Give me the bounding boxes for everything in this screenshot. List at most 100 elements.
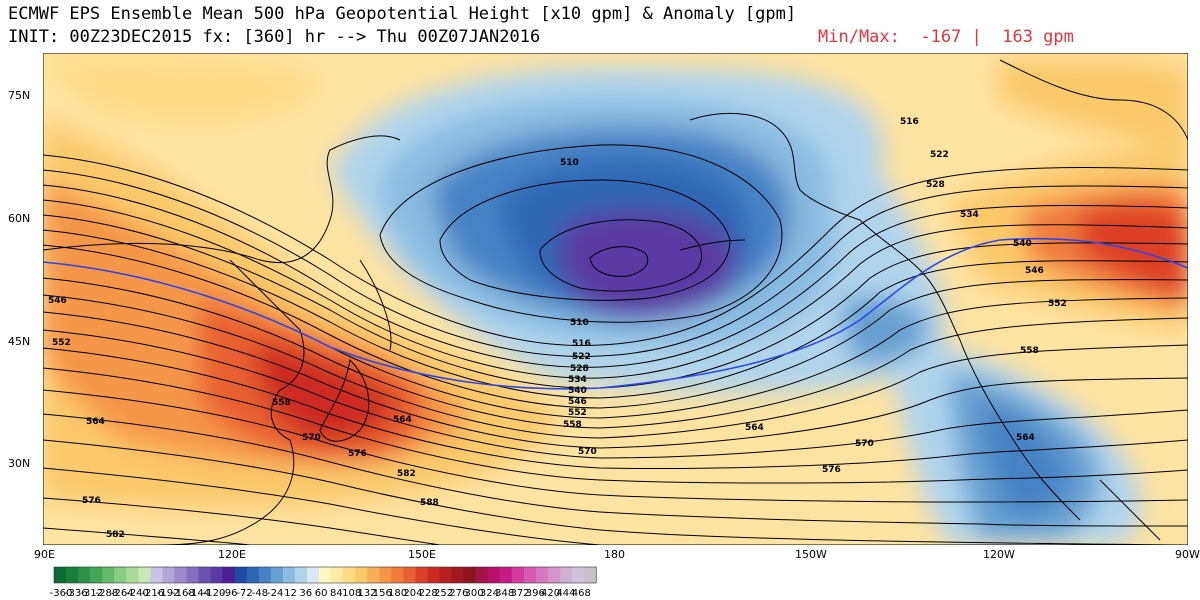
colorbar-tick-label: 156 bbox=[373, 588, 392, 599]
contour-label: 558 bbox=[272, 398, 291, 408]
colorbar-swatch bbox=[102, 567, 115, 583]
colorbar-swatch bbox=[415, 567, 428, 583]
contour-label: 564 bbox=[393, 415, 412, 425]
colorbar-tick-label: 36 bbox=[299, 588, 312, 599]
lon-label: 120W bbox=[983, 548, 1015, 561]
colorbar-swatch bbox=[536, 567, 549, 583]
contour-label: 528 bbox=[926, 180, 945, 190]
coastline-mexico bbox=[1099, 479, 1161, 541]
contour-label: 582 bbox=[397, 469, 416, 479]
colorbar-tick-label: -336 bbox=[65, 588, 88, 599]
colorbar-swatch bbox=[331, 567, 344, 583]
contour-label: 576 bbox=[822, 465, 841, 475]
colorbar-swatch bbox=[391, 567, 404, 583]
contour-label: 582 bbox=[106, 530, 125, 540]
colorbar-tick-label: -24 bbox=[267, 588, 283, 599]
contour-label: 540 bbox=[1013, 239, 1032, 249]
colorbar-swatch bbox=[198, 567, 212, 583]
colorbar-swatch bbox=[499, 567, 513, 583]
colorbar-swatch bbox=[295, 567, 308, 583]
colorbar-tick-label: -144 bbox=[187, 588, 210, 599]
coastline-aleutians bbox=[679, 239, 746, 251]
lat-label: 45N bbox=[8, 335, 30, 348]
lat-label: 75N bbox=[8, 89, 30, 102]
colorbar-swatch bbox=[270, 567, 284, 583]
colorbar-swatch bbox=[487, 567, 501, 583]
colorbar-swatch bbox=[66, 567, 79, 583]
colorbar-tick-label: 444 bbox=[556, 588, 575, 599]
colorbar-swatch bbox=[114, 567, 127, 583]
contour-label: 534 bbox=[568, 375, 587, 385]
colorbar-tick-label: 396 bbox=[526, 588, 545, 599]
positive-anomaly-shading bbox=[43, 60, 1188, 508]
colorbar-tick-label: 348 bbox=[495, 588, 514, 599]
colorbar-tick-label: -120 bbox=[203, 588, 226, 599]
colorbar-tick-label: 228 bbox=[419, 588, 438, 599]
colorbar-swatch bbox=[560, 567, 573, 583]
contour-label: 558 bbox=[563, 420, 582, 430]
colorbar-swatch bbox=[282, 567, 296, 583]
colorbar-swatch bbox=[523, 567, 537, 583]
colorbar-swatch bbox=[210, 567, 224, 583]
contour-label: 552 bbox=[52, 338, 71, 348]
negative-anomaly-shading bbox=[330, 67, 1142, 545]
colorbar-swatch bbox=[584, 567, 597, 583]
colorbar-swatch bbox=[174, 567, 187, 583]
colorbar-swatch bbox=[54, 567, 67, 583]
lon-label: 120E bbox=[218, 548, 246, 561]
colorbar-swatch bbox=[572, 567, 585, 583]
colorbar-swatch bbox=[548, 567, 561, 583]
map-plot-area: 510 510 516 516 522 522 528 528 534 534 … bbox=[43, 53, 1188, 545]
colorbar-swatch bbox=[162, 567, 175, 583]
colorbar-swatch bbox=[90, 567, 103, 583]
colorbar-tick-label: 324 bbox=[480, 588, 499, 599]
contour-label: 546 bbox=[48, 296, 67, 306]
colorbar-tick-label: 12 bbox=[284, 588, 297, 599]
contour-label: 552 bbox=[568, 408, 587, 418]
contour-labels: 510 510 516 516 522 522 528 528 534 534 … bbox=[48, 117, 1067, 540]
colorbar-tick-label: 84 bbox=[330, 588, 343, 599]
coastline-canada-arctic bbox=[999, 59, 1188, 141]
contour-label: 552 bbox=[1048, 299, 1067, 309]
highlight-contour-546 bbox=[43, 237, 1188, 390]
contour-label: 516 bbox=[900, 117, 919, 127]
colorbar-tick-label: -168 bbox=[172, 588, 195, 599]
contour-label: 564 bbox=[86, 417, 105, 427]
contour-label: 522 bbox=[930, 150, 949, 160]
colorbar-swatch bbox=[150, 567, 163, 583]
colorbar-tick-label: 372 bbox=[510, 588, 529, 599]
colorbar-tick-label: -288 bbox=[96, 588, 119, 599]
contour-label: 588 bbox=[420, 498, 439, 508]
contour-label: 522 bbox=[572, 352, 591, 362]
contour-label: 510 bbox=[570, 318, 589, 328]
colorbar-swatch bbox=[258, 567, 272, 583]
colorbar bbox=[53, 566, 597, 584]
lon-label: 90W bbox=[1175, 548, 1200, 561]
colorbar-tick-label: 420 bbox=[541, 588, 560, 599]
colorbar-swatch bbox=[246, 567, 260, 583]
contour-label: 564 bbox=[745, 423, 764, 433]
colorbar-labels: -360-336-312-288-264-240-216-192-168-144… bbox=[50, 588, 591, 599]
colorbar-swatch bbox=[463, 567, 477, 583]
lat-label: 60N bbox=[8, 212, 30, 225]
colorbar-tick-label: -312 bbox=[80, 588, 103, 599]
colorbar-swatch bbox=[475, 567, 489, 583]
colorbar-tick-label: -264 bbox=[111, 588, 134, 599]
colorbar-tick-label: 204 bbox=[403, 588, 422, 599]
contour-label: 528 bbox=[570, 364, 589, 374]
colorbar-tick-label: 276 bbox=[449, 588, 468, 599]
min-max-readout: Min/Max: -167 | 163 gpm bbox=[818, 27, 1074, 47]
contour-label: 516 bbox=[572, 339, 591, 349]
colorbar-swatch bbox=[427, 567, 440, 583]
colorbar-swatch bbox=[451, 567, 465, 583]
lon-label: 180 bbox=[604, 548, 625, 561]
colorbar-swatch bbox=[343, 567, 356, 583]
colorbar-tick-label: 108 bbox=[342, 588, 361, 599]
colorbar-swatch bbox=[234, 567, 248, 583]
contour-label: 564 bbox=[1016, 433, 1035, 443]
contour-label: 546 bbox=[568, 397, 587, 407]
coastlines bbox=[43, 59, 1188, 545]
contour-label: 570 bbox=[578, 447, 597, 457]
colorbar-tick-label: 132 bbox=[357, 588, 376, 599]
